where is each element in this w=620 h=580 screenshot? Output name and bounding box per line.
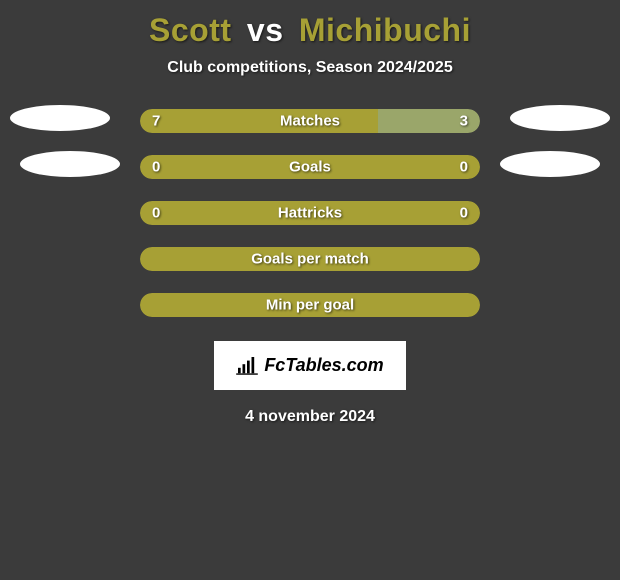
brand-label: FcTables.com <box>264 355 383 376</box>
stat-bar: 0 Goals 0 <box>140 155 480 179</box>
stat-left-value: 7 <box>152 113 160 130</box>
stat-row-goals: 0 Goals 0 <box>0 155 620 179</box>
stat-row-min-per-goal: Min per goal <box>0 293 620 317</box>
brand-box: FcTables.com <box>214 341 405 390</box>
stat-left-value: 0 <box>152 205 160 222</box>
bar-left-fill <box>140 155 310 179</box>
player2-name: Michibuchi <box>299 12 471 48</box>
stat-row-goals-per-match: Goals per match <box>0 247 620 271</box>
stat-bar: Min per goal <box>140 293 480 317</box>
bar-right-fill <box>310 155 480 179</box>
vs-label: vs <box>247 12 284 48</box>
stat-label: Goals <box>289 159 331 176</box>
stat-label: Min per goal <box>266 297 354 314</box>
stat-label: Matches <box>280 113 340 130</box>
stat-right-value: 3 <box>460 113 468 130</box>
player1-name: Scott <box>149 12 232 48</box>
stat-right-value: 0 <box>460 205 468 222</box>
bar-chart-icon <box>236 357 258 375</box>
stat-bar: Goals per match <box>140 247 480 271</box>
page-title: Scott vs Michibuchi <box>149 12 471 49</box>
stat-right-value: 0 <box>460 159 468 176</box>
comparison-card: Scott vs Michibuchi Club competitions, S… <box>0 0 620 426</box>
subtitle: Club competitions, Season 2024/2025 <box>167 59 452 77</box>
bars-area: 7 Matches 3 0 Goals 0 0 Hattricks 0 <box>0 109 620 339</box>
stat-row-hattricks: 0 Hattricks 0 <box>0 201 620 225</box>
stat-label: Goals per match <box>251 251 369 268</box>
bar-left-fill <box>140 109 378 133</box>
stat-row-matches: 7 Matches 3 <box>0 109 620 133</box>
stat-label: Hattricks <box>278 205 342 222</box>
stat-bar: 0 Hattricks 0 <box>140 201 480 225</box>
date-label: 4 november 2024 <box>245 408 375 426</box>
stat-bar: 7 Matches 3 <box>140 109 480 133</box>
stat-left-value: 0 <box>152 159 160 176</box>
